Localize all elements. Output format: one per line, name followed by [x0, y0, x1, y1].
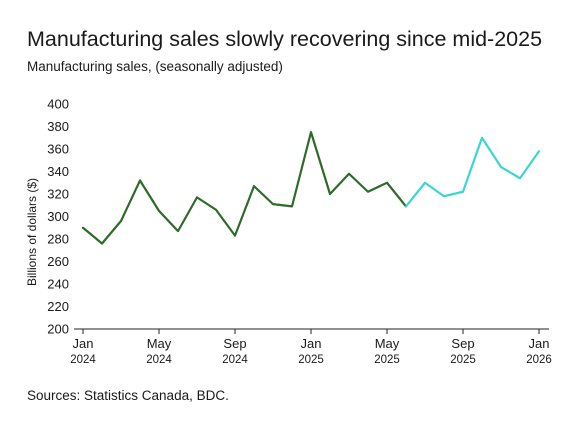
x-tick-month: Jan [73, 336, 94, 351]
y-tick-label: 320 [47, 187, 69, 202]
x-tick-year: 2025 [298, 354, 324, 366]
x-tick-year: 2026 [526, 354, 552, 366]
y-tick-label: 340 [47, 164, 69, 179]
y-tick-label: 260 [47, 254, 69, 269]
chart-title: Manufacturing sales slowly recovering si… [27, 27, 543, 51]
x-tick-month: Jan [529, 336, 550, 351]
y-tick-label: 240 [47, 277, 69, 292]
x-tick-year: 2025 [374, 354, 400, 366]
x-tick-month: Sep [451, 336, 474, 351]
y-axis-label: Billions of dollars ($) [25, 178, 39, 286]
y-tick-label: 220 [47, 299, 69, 314]
x-tick-year: 2025 [450, 354, 476, 366]
x-tick-year: 2024 [222, 354, 248, 366]
y-tick-label: 200 [47, 322, 69, 337]
x-tick-year: 2024 [70, 354, 96, 366]
y-tick-label: 400 [47, 97, 69, 112]
x-tick-month: May [375, 336, 400, 351]
series-layer [81, 131, 541, 245]
y-axis: 200 220 240 260 280 300 320 340 360 380 400 [47, 97, 69, 337]
chart-subtitle: Manufacturing sales, (seasonally adjuste… [27, 59, 283, 74]
y-tick-label: 300 [47, 209, 69, 224]
source-note: Sources: Statistics Canada, BDC. [27, 388, 229, 403]
x-tick-year: 2024 [146, 354, 172, 366]
x-axis: Jan 2024 May 2024 Sep 2024 Jan 2025 May 2025 Sep 20… [70, 328, 552, 366]
x-tick-month: Jan [301, 336, 322, 351]
y-tick-label: 380 [47, 119, 69, 134]
series-line-1 [81, 131, 408, 245]
y-tick-label: 280 [47, 232, 69, 247]
x-tick-month: May [147, 336, 172, 351]
y-tick-label: 360 [47, 142, 69, 157]
x-tick-month: Sep [223, 336, 246, 351]
series-line-2 [404, 136, 541, 208]
